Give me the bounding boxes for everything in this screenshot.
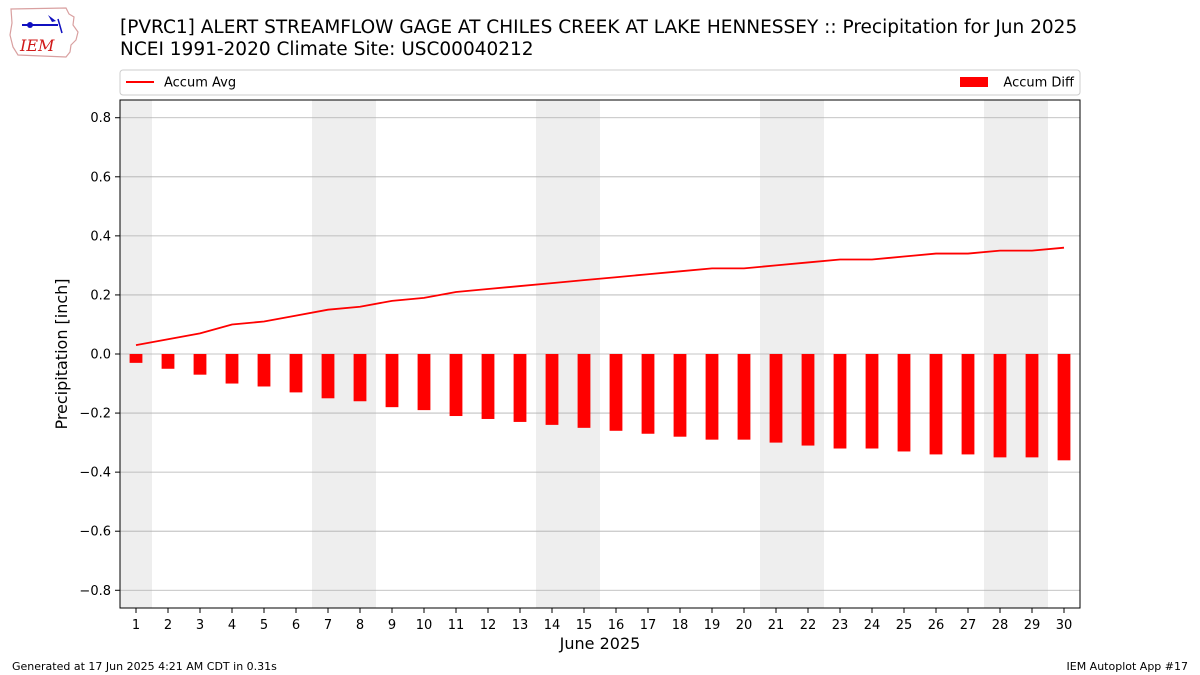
x-tick-label: 15: [576, 618, 593, 633]
x-tick-label: 5: [260, 618, 268, 633]
x-tick-label: 10: [416, 618, 433, 633]
x-tick-label: 3: [196, 618, 204, 633]
x-tick-label: 30: [1056, 618, 1073, 633]
x-tick-label: 26: [928, 618, 945, 633]
bar-accum-diff: [577, 354, 591, 428]
x-tick-label: 18: [672, 618, 689, 633]
bar-accum-diff: [833, 354, 847, 449]
x-tick-label: 19: [704, 618, 721, 633]
x-tick-label: 27: [960, 618, 977, 633]
y-tick-label: 0.2: [90, 288, 111, 303]
bar-accum-diff: [609, 354, 623, 431]
x-tick-label: 1: [132, 618, 140, 633]
x-tick-label: 9: [388, 618, 396, 633]
y-tick-label: −0.6: [79, 525, 111, 540]
x-tick-label: 23: [832, 618, 849, 633]
bar-accum-diff: [481, 354, 495, 419]
x-tick-label: 16: [608, 618, 625, 633]
line-accum-avg: [135, 246, 1065, 347]
x-tick-label: 8: [356, 618, 364, 633]
bar-accum-diff: [929, 354, 943, 455]
x-tick-label: 14: [544, 618, 561, 633]
bar-accum-diff: [641, 354, 655, 434]
x-tick-label: 28: [992, 618, 1009, 633]
y-tick-label: 0.6: [90, 170, 111, 185]
x-tick-label: 7: [324, 618, 332, 633]
x-tick-label: 11: [448, 618, 465, 633]
bar-accum-diff: [993, 354, 1007, 458]
legend-box: [119, 69, 1081, 96]
x-tick-label: 2: [164, 618, 172, 633]
bar-accum-diff: [193, 354, 207, 375]
bar-accum-diff: [385, 354, 399, 408]
bar-accum-diff: [289, 354, 303, 393]
bar-accum-diff: [737, 354, 751, 440]
bar-accum-diff: [961, 354, 975, 455]
bar-accum-diff: [129, 354, 143, 363]
y-tick-label: −0.2: [79, 407, 111, 422]
x-tick-label: 25: [896, 618, 913, 633]
bar-accum-diff: [673, 354, 687, 437]
x-tick-label: 17: [640, 618, 657, 633]
chart-title: [PVRC1] ALERT STREAMFLOW GAGE AT CHILES …: [120, 17, 1078, 38]
generated-timestamp: Generated at 17 Jun 2025 4:21 AM CDT in …: [12, 660, 277, 673]
y-tick-label: −0.8: [79, 584, 111, 599]
bar-accum-diff: [897, 354, 911, 452]
x-axis-label: June 2025: [559, 634, 641, 653]
bar-accum-diff: [769, 354, 783, 443]
bar-accum-diff: [865, 354, 879, 449]
bar-accum-diff: [513, 354, 527, 422]
y-axis-label: Precipitation [inch]: [52, 278, 71, 429]
bar-accum-diff: [321, 354, 335, 399]
x-tick-label: 6: [292, 618, 300, 633]
x-tick-label: 21: [768, 618, 785, 633]
bar-accum-diff: [1057, 354, 1071, 461]
iem-logo: IEM: [9, 7, 79, 58]
y-tick-label: −0.4: [79, 466, 111, 481]
bar-accum-diff: [225, 354, 239, 384]
app-id: IEM Autoplot App #17: [1066, 660, 1189, 673]
bar-accum-diff: [545, 354, 559, 425]
legend-label-accum-avg: Accum Avg: [164, 76, 236, 91]
bar-accum-diff: [449, 354, 463, 417]
y-tick-label: 0.0: [90, 348, 111, 363]
logo-text: IEM: [19, 36, 55, 55]
bar-accum-diff: [1025, 354, 1039, 458]
x-tick-label: 22: [800, 618, 817, 633]
bar-accum-diff: [353, 354, 367, 402]
bar-accum-diff: [161, 354, 175, 369]
legend-bar-swatch: [960, 77, 988, 87]
bar-accum-diff: [801, 354, 815, 446]
x-tick-label: 29: [1024, 618, 1041, 633]
y-tick-label: 0.8: [90, 111, 111, 126]
bar-accum-diff: [705, 354, 719, 440]
y-tick-label: 0.4: [90, 229, 111, 244]
chart-subtitle: NCEI 1991-2020 Climate Site: USC00040212: [120, 39, 534, 60]
legend: Accum Avg Accum Diff: [119, 69, 1081, 96]
bar-accum-diff: [257, 354, 271, 387]
x-tick-label: 20: [736, 618, 753, 633]
x-tick-label: 4: [228, 618, 236, 633]
legend-label-accum-diff: Accum Diff: [1003, 76, 1075, 91]
x-tick-label: 13: [512, 618, 529, 633]
x-tick-label: 24: [864, 618, 881, 633]
bar-accum-diff: [417, 354, 431, 411]
x-tick-label: 12: [480, 618, 497, 633]
